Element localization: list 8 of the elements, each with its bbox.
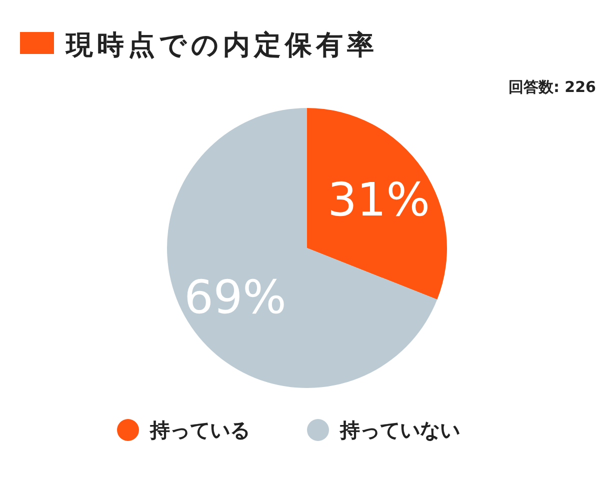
data-label: 31% <box>328 172 430 226</box>
text: 回答数: 226 <box>508 78 596 96</box>
legend-label: 持っていない <box>339 418 460 442</box>
pie-slice <box>167 108 438 388</box>
pie-slice <box>307 108 447 300</box>
legend-label: 持っている <box>149 418 250 442</box>
data-label: 69% <box>184 270 286 324</box>
chart-title: 現時点での内定保有率 <box>65 30 378 61</box>
